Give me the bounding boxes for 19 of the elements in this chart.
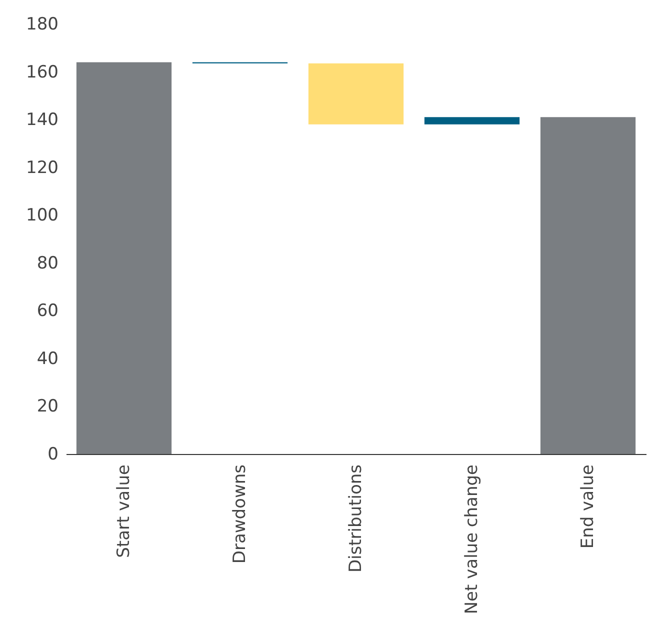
x-tick-label: Start value (114, 464, 134, 558)
y-tick-label: 100 (26, 206, 58, 226)
y-tick-label: 120 (26, 158, 58, 178)
bar (308, 63, 404, 124)
y-tick-label: 0 (48, 444, 58, 464)
y-tick-label: 160 (26, 62, 58, 82)
bar (540, 117, 636, 454)
bar (76, 62, 172, 454)
y-tick-label: 80 (36, 253, 58, 274)
bar (424, 117, 520, 124)
x-tick-label: Drawdowns (230, 464, 250, 564)
y-tick-label: 40 (36, 348, 58, 369)
x-tick-label: End value (578, 464, 598, 549)
y-tick-label: 20 (36, 396, 58, 417)
y-tick-label: 180 (26, 14, 58, 34)
y-tick-label: 60 (36, 301, 58, 322)
y-tick-label: 140 (26, 110, 58, 130)
x-tick-label: Distributions (346, 464, 366, 573)
x-tick-label: Net value change (462, 464, 482, 614)
